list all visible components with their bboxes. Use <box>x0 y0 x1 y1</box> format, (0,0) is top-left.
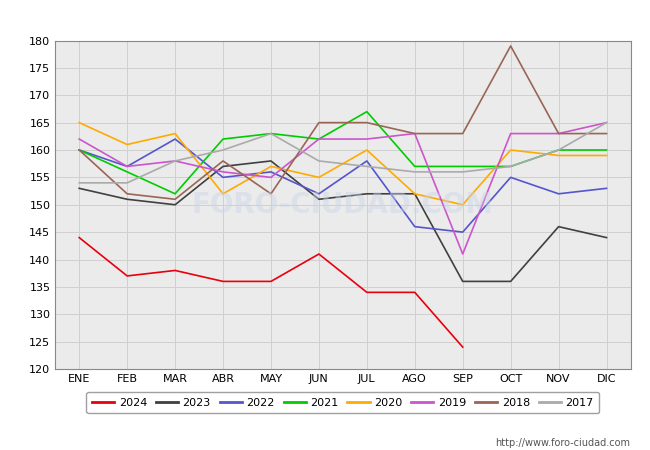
Legend: 2024, 2023, 2022, 2021, 2020, 2019, 2018, 2017: 2024, 2023, 2022, 2021, 2020, 2019, 2018… <box>86 392 599 413</box>
Text: Afiliados en Igualeja a 30/9/2024: Afiliados en Igualeja a 30/9/2024 <box>177 11 473 29</box>
Text: FORO-CIUDAD.COM: FORO-CIUDAD.COM <box>192 191 494 219</box>
Text: http://www.foro-ciudad.com: http://www.foro-ciudad.com <box>495 438 630 448</box>
